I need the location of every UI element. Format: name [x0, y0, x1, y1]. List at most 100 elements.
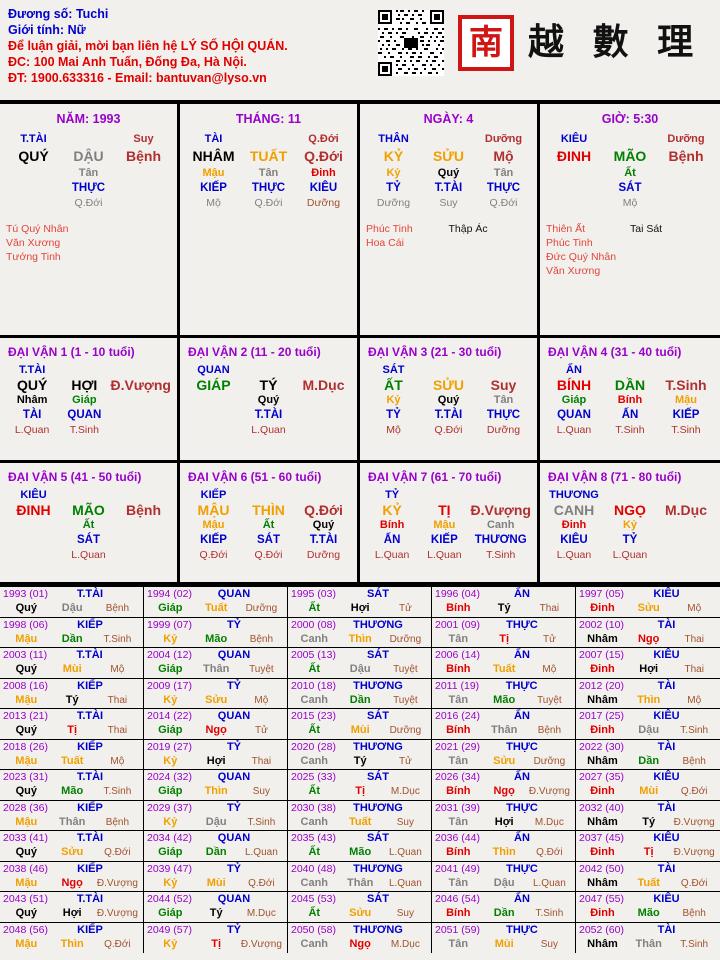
- dai-van-cell-god: KIẾP: [200, 534, 227, 546]
- year-god: KIÊU: [653, 771, 680, 783]
- year-cell[interactable]: 2021 (29) THỰC Tân Sửu Dưỡng: [432, 739, 576, 769]
- year-cell[interactable]: 2050 (58) THƯƠNG Canh Ngọ M.Dục: [288, 922, 432, 953]
- year-cell[interactable]: 2006 (14) ẤN Bính Tuất Mộ: [432, 648, 576, 678]
- year-god: THƯƠNG: [353, 801, 403, 814]
- year-label: 2020 (28): [291, 740, 336, 753]
- pillar-cell-god: KIẾP: [200, 182, 227, 194]
- year-cell[interactable]: 2052 (60) TÀI Nhâm Thân T.Sinh: [576, 923, 720, 954]
- year-cell[interactable]: 2009 (17) TỶ Kỷ Sửu Mộ: [144, 678, 288, 708]
- year-cell[interactable]: 2012 (20) TÀI Nhâm Thìn Mộ: [576, 679, 720, 709]
- year-cell[interactable]: 2001 (09) THỰC Tân Tị Tử: [432, 617, 576, 647]
- year-stem: Mậu: [15, 937, 38, 950]
- year-cell[interactable]: 1994 (02) QUAN Giáp Tuất Dưỡng: [144, 587, 288, 617]
- dai-van-3[interactable]: ĐẠI VẬN 3 (21 - 30 tuổi) SÁT ẤT SỬU Suy Kỷ Qu…: [360, 338, 540, 460]
- year-stem: Tân: [448, 876, 469, 889]
- year-god: QUAN: [217, 649, 251, 661]
- year-cell[interactable]: 1999 (07) TỶ Kỷ Mão Bệnh: [144, 617, 288, 647]
- year-cell[interactable]: 2046 (54) ẤN Bính Dần T.Sinh: [432, 892, 576, 922]
- year-cell[interactable]: 1993 (01) T.TÀI Quý Dậu Bệnh: [0, 587, 144, 617]
- year-cell[interactable]: 2007 (15) KIÊU Đinh Hợi Thai: [576, 648, 720, 678]
- year-cell[interactable]: 2028 (36) KIẾP Mậu Thân Bệnh: [0, 800, 144, 830]
- year-cell[interactable]: 2014 (22) QUAN Giáp Ngọ Tử: [144, 709, 288, 739]
- year-cell[interactable]: 2025 (33) SÁT Ất Tị M.Dục: [288, 770, 432, 800]
- dai-van-cell-stem: T.Sinh: [665, 377, 707, 393]
- year-cell[interactable]: 2027 (35) KIÊU Đinh Mùi Q.Đới: [576, 770, 720, 800]
- year-god: THỰC: [506, 862, 538, 875]
- year-cell[interactable]: 2016 (24) ẤN Bính Thân Bệnh: [432, 709, 576, 739]
- dai-van-6[interactable]: ĐẠI VẬN 6 (51 - 60 tuổi) KIẾP MẬU THÌN Q.Đớ…: [180, 463, 360, 582]
- year-cell[interactable]: 2049 (57) TỶ Kỷ Tị Đ.Vượng: [144, 922, 288, 953]
- pillar-cell-hid: Mậu: [202, 167, 225, 179]
- year-branch: Tị: [67, 724, 78, 736]
- dai-van-cell-god: T.TÀI: [254, 409, 283, 421]
- dai-van-7[interactable]: ĐẠI VẬN 7 (61 - 70 tuổi) TỶ KỶ TỊ Đ.Vượng Bí…: [360, 463, 540, 582]
- year-cell[interactable]: 2019 (27) TỶ Kỷ Hợi Thai: [144, 739, 288, 769]
- year-cell[interactable]: 2013 (21) T.TÀI Quý Tị Thai: [0, 709, 144, 739]
- dai-van-cell-stage: T.Sinh: [671, 424, 701, 436]
- year-cell[interactable]: 2034 (42) QUAN Giáp Dần L.Quan: [144, 831, 288, 861]
- year-cell[interactable]: 2017 (25) KIÊU Đinh Dậu T.Sinh: [576, 709, 720, 739]
- year-cell[interactable]: 2020 (28) THƯƠNG Canh Tý Tử: [288, 739, 432, 769]
- pillar-cell-stage: Dưỡng: [376, 197, 411, 209]
- year-cell[interactable]: 2024 (32) QUAN Giáp Thìn Suy: [144, 770, 288, 800]
- year-cell[interactable]: 2032 (40) TÀI Nhâm Tý Đ.Vượng: [576, 801, 720, 831]
- year-cell[interactable]: 1997 (05) KIÊU Đinh Sửu Mộ: [576, 587, 720, 617]
- year-cell[interactable]: 2039 (47) TỶ Kỷ Mùi Q.Đới: [144, 861, 288, 891]
- pillar-cell-god: THỰC: [486, 182, 521, 194]
- dai-van-8[interactable]: ĐẠI VẬN 8 (71 - 80 tuổi) THƯƠNG CANH NGỌ M.…: [540, 463, 720, 582]
- year-cell[interactable]: 2000 (08) THƯƠNG Canh Thìn Dưỡng: [288, 617, 432, 647]
- year-cell[interactable]: 2026 (34) ẤN Bính Ngọ Đ.Vượng: [432, 770, 576, 800]
- year-cell[interactable]: 2035 (43) SÁT Ất Mão L.Quan: [288, 831, 432, 861]
- year-cell[interactable]: 2043 (51) T.TÀI Quý Hợi Đ.Vượng: [0, 892, 144, 922]
- year-cell[interactable]: 2031 (39) THỰC Tân Hợi M.Dục: [432, 800, 576, 830]
- dai-van-5[interactable]: ĐẠI VẬN 5 (41 - 50 tuổi) KIÊU ĐINH MÃO Bệnh…: [0, 463, 180, 582]
- year-cell[interactable]: 2011 (19) THỰC Tân Mão Tuyệt: [432, 678, 576, 708]
- year-cell[interactable]: 1996 (04) ẤN Bính Tý Thai: [432, 587, 576, 617]
- year-cell[interactable]: 2042 (50) TÀI Nhâm Tuất Q.Đới: [576, 862, 720, 892]
- year-cell[interactable]: 2002 (10) TÀI Nhâm Ngọ Thai: [576, 618, 720, 648]
- dai-van-2[interactable]: ĐẠI VẬN 2 (11 - 20 tuổi) QUAN GIÁP TÝ M.Dục…: [180, 338, 360, 460]
- year-cell[interactable]: 2008 (16) KIẾP Mậu Tý Thai: [0, 678, 144, 708]
- year-cell[interactable]: 1995 (03) SÁT Ất Hợi Tử: [288, 587, 432, 617]
- year-cell[interactable]: 2044 (52) QUAN Giáp Tý M.Dục: [144, 892, 288, 922]
- year-cell[interactable]: 1998 (06) KIẾP Mậu Dần T.Sinh: [0, 617, 144, 647]
- year-cell[interactable]: 2045 (53) SÁT Ất Sửu Suy: [288, 892, 432, 922]
- year-label: 1999 (07): [147, 618, 192, 631]
- year-cell[interactable]: 2038 (46) KIẾP Mậu Ngọ Đ.Vượng: [0, 861, 144, 891]
- year-cell[interactable]: 2003 (11) T.TÀI Quý Mùi Mộ: [0, 648, 144, 678]
- year-cell[interactable]: 2018 (26) KIẾP Mậu Tuất Mộ: [0, 739, 144, 769]
- dai-van-cell-god: T.TÀI: [434, 409, 463, 421]
- year-branch: Tuất: [492, 663, 516, 675]
- year-cell[interactable]: 2033 (41) T.TÀI Quý Sửu Q.Đới: [0, 831, 144, 861]
- year-stage: M.Dục: [390, 786, 420, 797]
- year-cell[interactable]: 2023 (31) T.TÀI Quý Mão T.Sinh: [0, 770, 144, 800]
- dai-van-cell-hid: Mậu: [202, 519, 225, 531]
- dai-van-1[interactable]: ĐẠI VẬN 1 (1 - 10 tuổi) T.TÀI QUÝ HỢI Đ.Vượ…: [0, 338, 180, 460]
- year-row: 1998 (06) KIẾP Mậu Dần T.Sinh 1999 (07) TỶ Kỷ Mã…: [0, 617, 720, 648]
- year-stem: Đinh: [590, 602, 615, 614]
- year-row: 1993 (01) T.TÀI Quý Dậu Bệnh 1994 (02) QUAN Giá…: [0, 587, 720, 618]
- year-cell[interactable]: 2041 (49) THỰC Tân Dậu L.Quan: [432, 861, 576, 891]
- pillar-cell-god: [658, 181, 714, 195]
- year-branch: Thân: [347, 876, 374, 889]
- year-cell[interactable]: 2005 (13) SÁT Ất Dậu Tuyệt: [288, 648, 432, 678]
- year-cell[interactable]: 2036 (44) ẤN Bính Thìn Q.Đới: [432, 831, 576, 861]
- year-cell[interactable]: 2037 (45) KIÊU Đinh Tị Đ.Vượng: [576, 831, 720, 861]
- dai-van-cell-stage: [110, 423, 171, 438]
- dai-van-cell-top: [476, 363, 531, 378]
- dai-van-cell-god: [6, 533, 61, 548]
- year-cell[interactable]: 2048 (56) KIẾP Mậu Thìn Q.Đới: [0, 922, 144, 953]
- year-cell[interactable]: 2051 (59) THỰC Tân Mùi Suy: [432, 922, 576, 953]
- year-cell[interactable]: 2004 (12) QUAN Giáp Thân Tuyệt: [144, 648, 288, 678]
- year-cell[interactable]: 2030 (38) THƯƠNG Canh Tuất Suy: [288, 800, 432, 830]
- pillar-cell-top: Q.Đới: [308, 133, 339, 145]
- subject-gender-label: Giới tính:: [8, 23, 65, 37]
- year-cell[interactable]: 2010 (18) THƯƠNG Canh Dần Tuyệt: [288, 678, 432, 708]
- year-cell[interactable]: 2015 (23) SÁT Ất Mùi Dưỡng: [288, 709, 432, 739]
- year-cell[interactable]: 2047 (55) KIÊU Đinh Mão Bệnh: [576, 892, 720, 922]
- dai-van-4[interactable]: ĐẠI VẬN 4 (31 - 40 tuổi) ẤN BÍNH DẦN T.Sinh…: [540, 338, 720, 460]
- year-cell[interactable]: 2022 (30) TÀI Nhâm Dần Bệnh: [576, 740, 720, 770]
- year-cell[interactable]: 2029 (37) TỶ Kỷ Dậu T.Sinh: [144, 800, 288, 830]
- year-stem: Ất: [308, 724, 321, 736]
- year-cell[interactable]: 2040 (48) THƯƠNG Canh Thân L.Quan: [288, 861, 432, 891]
